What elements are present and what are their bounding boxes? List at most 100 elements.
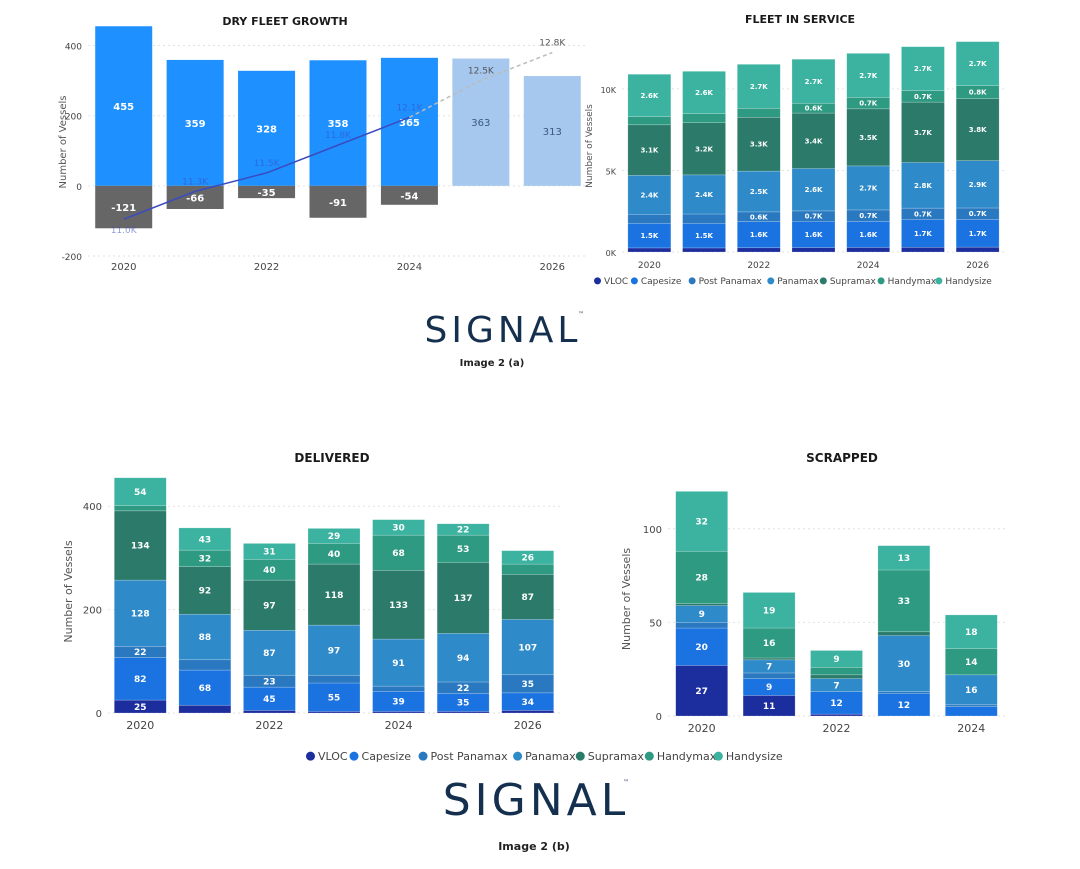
x-tick-label: 2022	[255, 719, 283, 732]
data-label: 68	[392, 549, 405, 559]
stack-segment-panamax	[372, 638, 425, 687]
data-label: 328	[256, 124, 277, 135]
y-tick-label: 10K	[601, 86, 617, 95]
data-label: 26	[521, 554, 534, 564]
line-label: 12.8K	[539, 39, 566, 49]
y-tick-label: 400	[65, 43, 82, 53]
stack-segment-capesize	[791, 221, 836, 248]
data-label: 1.7K	[914, 230, 932, 238]
y-tick-label: 200	[65, 113, 82, 123]
x-tick-label: 2022	[747, 261, 770, 271]
stack-segment-vloc	[846, 247, 891, 253]
y-axis-label: Number of Vessels	[620, 548, 633, 651]
data-label: 2.6K	[805, 186, 823, 194]
stack-segment-handysize	[307, 528, 361, 544]
stack-segment-handymax	[436, 534, 490, 563]
data-label: 2.7K	[914, 65, 932, 73]
bar-delivered	[523, 76, 581, 186]
bar-delivered	[238, 70, 296, 186]
legend-marker	[630, 277, 638, 285]
y-tick-label: 200	[83, 606, 102, 617]
stack-segment-panamax	[243, 629, 296, 676]
stack-segment-supramax	[501, 574, 555, 620]
stack-segment-handysize	[675, 491, 729, 552]
stack-segment-panamax	[682, 174, 726, 215]
data-label: 0.6K	[750, 213, 768, 221]
legend-label: Handysize	[945, 277, 992, 287]
data-label: 45	[263, 695, 276, 705]
caption-a: Image 2 (a)	[460, 358, 525, 369]
legend-bottom: VLOC Capesize Post Panamax Panamax Supramax H…	[306, 750, 783, 763]
x-tick-label: 2026	[540, 262, 565, 273]
data-label: 0.6K	[805, 105, 823, 113]
stack-segment-handysize	[243, 543, 296, 560]
stack-segment-capesize	[846, 221, 891, 248]
data-label: 0.7K	[969, 210, 987, 218]
legend-label: Panamax	[777, 277, 819, 287]
bar-scrapped	[238, 185, 296, 199]
stack-segment-handymax	[372, 534, 425, 571]
stack-segment-capesize	[955, 219, 1000, 248]
stack-segment-panamax	[113, 579, 167, 647]
data-label: 29	[328, 532, 341, 542]
stack-segment-handymax	[682, 113, 726, 123]
data-label: -66	[186, 193, 204, 204]
data-label: 1.6K	[805, 231, 823, 239]
data-label: 87	[263, 649, 276, 659]
x-tick-label: 2026	[966, 261, 989, 271]
data-label: 455	[113, 102, 134, 113]
legend-marker	[575, 751, 585, 761]
legend-marker	[877, 277, 885, 285]
data-label: 13	[898, 554, 911, 564]
x-tick-label: 2024	[397, 262, 422, 273]
data-label: 0.7K	[805, 213, 823, 221]
bar-delivered	[380, 57, 438, 186]
stack-segment-capesize	[113, 657, 167, 701]
x-tick-label: 2022	[823, 722, 851, 735]
legend-label: VLOC	[604, 277, 628, 287]
data-label: 3.2K	[695, 145, 713, 153]
stack-segment-handysize	[682, 71, 726, 115]
y-tick-label: 50	[649, 618, 662, 629]
stack-segment-handysize	[501, 550, 555, 565]
stack-segment-vloc	[791, 247, 836, 253]
data-label: 88	[199, 633, 212, 643]
data-label: 31	[263, 548, 276, 558]
trademark-mark: ™	[578, 311, 588, 318]
stack-segment-handymax	[877, 569, 931, 633]
data-label: 1.6K	[750, 231, 768, 239]
stack-segment-handysize	[372, 519, 425, 536]
legend-marker	[935, 277, 943, 285]
stack-segment-vloc	[675, 665, 729, 717]
legend-label: Panamax	[525, 750, 576, 763]
stack-segment-handysize	[113, 477, 167, 506]
legend-label: Handymax	[888, 277, 937, 287]
data-label: 9	[833, 655, 839, 665]
stack-segment-supramax	[113, 510, 167, 581]
data-label: -35	[258, 188, 276, 199]
stack-segment-capesize	[944, 706, 998, 717]
stack-segment-handymax	[901, 90, 945, 103]
data-label: 2.7K	[859, 184, 877, 192]
legend-top: VLOC Capesize Post Panamax Panamax Supramax H…	[594, 277, 992, 287]
data-label: 3.1K	[640, 147, 658, 155]
line-label: 11.8K	[325, 131, 352, 141]
data-label: 0.7K	[859, 212, 877, 220]
stack-segment-capesize	[901, 219, 945, 248]
line-label: 11.3K	[182, 177, 209, 187]
y-tick-label: 0K	[606, 249, 617, 258]
bar-scrapped	[166, 185, 224, 209]
stack-segment-post-panamax	[742, 672, 796, 679]
legend-label: VLOC	[318, 750, 348, 763]
data-label: 14	[965, 658, 978, 668]
data-label: 2.7K	[750, 83, 768, 91]
data-label: -54	[400, 191, 418, 202]
data-label: 40	[328, 550, 341, 560]
x-tick-label: 2024	[385, 719, 413, 732]
y-tick-label: 0	[76, 183, 82, 193]
stack-segment-supramax	[810, 674, 863, 679]
data-label: 53	[457, 545, 470, 555]
data-label: 22	[457, 684, 470, 694]
stack-segment-post-panamax	[901, 207, 945, 220]
